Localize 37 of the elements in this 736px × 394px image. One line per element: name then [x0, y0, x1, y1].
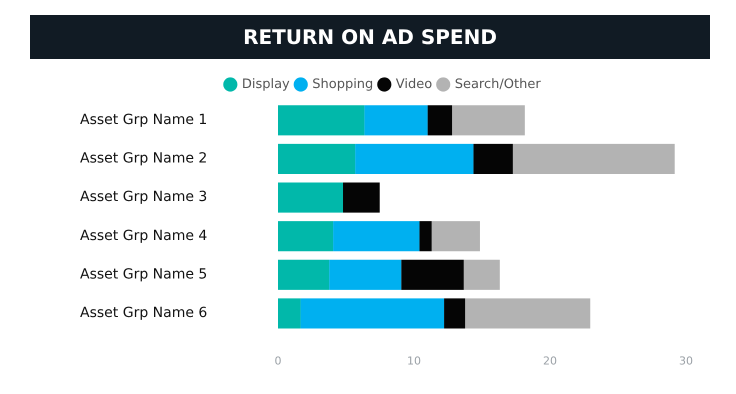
legend-label: Display	[242, 76, 290, 92]
bar	[401, 260, 464, 290]
bar	[329, 260, 402, 290]
bar	[300, 298, 444, 329]
bar	[364, 105, 428, 136]
bar	[278, 260, 330, 290]
bar	[428, 105, 452, 136]
bar	[465, 298, 590, 329]
bar	[419, 221, 432, 252]
y-tick-label: Asset Grp Name 4	[80, 228, 208, 244]
bar	[452, 105, 525, 136]
bar	[278, 105, 364, 136]
legend-label: Search/Other	[454, 76, 542, 92]
bar	[512, 144, 675, 174]
bar	[464, 260, 500, 290]
x-tick-label: 30	[679, 354, 693, 368]
legend-label: Shopping	[312, 76, 374, 92]
bar	[444, 298, 466, 329]
bar	[473, 144, 513, 174]
x-tick-label: 10	[407, 354, 421, 368]
y-tick-label: Asset Grp Name 6	[80, 305, 208, 322]
x-tick-label: 0	[274, 354, 282, 368]
bar	[278, 298, 301, 329]
bar	[278, 221, 334, 252]
bar	[333, 221, 420, 252]
bar	[355, 144, 474, 174]
bar	[278, 144, 356, 174]
y-tick-label: Asset Grp Name 1	[80, 112, 208, 128]
bar	[343, 182, 380, 213]
legend-label: Video	[396, 76, 432, 92]
chart-title: RETURN ON AD SPEND	[30, 15, 710, 59]
y-tick-label: Asset Grp Name 2	[80, 150, 208, 167]
bar	[278, 182, 344, 213]
y-tick-label: Asset Grp Name 5	[80, 266, 208, 282]
x-tick-label: 20	[543, 354, 557, 368]
y-tick-label: Asset Grp Name 3	[80, 189, 208, 206]
bar	[432, 221, 480, 252]
